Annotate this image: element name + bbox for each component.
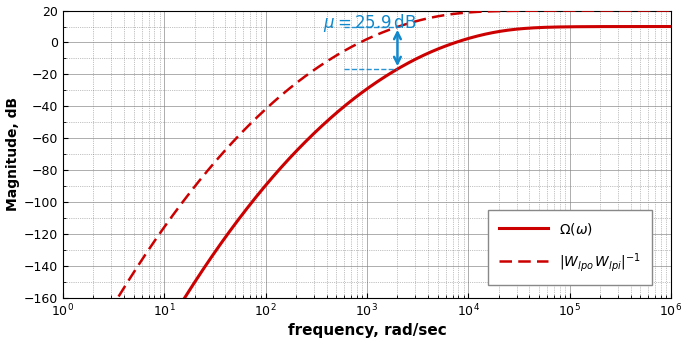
Text: $\mu = 25.9\,\mathrm{dB}$: $\mu = 25.9\,\mathrm{dB}$	[323, 12, 417, 34]
Legend: $\Omega(\omega)$, $|W_{lpo}\,W_{lpi}|^{-1}$: $\Omega(\omega)$, $|W_{lpo}\,W_{lpi}|^{-…	[488, 210, 652, 285]
X-axis label: frequency, rad/sec: frequency, rad/sec	[288, 323, 447, 338]
Y-axis label: Magnitude, dB: Magnitude, dB	[6, 97, 19, 211]
